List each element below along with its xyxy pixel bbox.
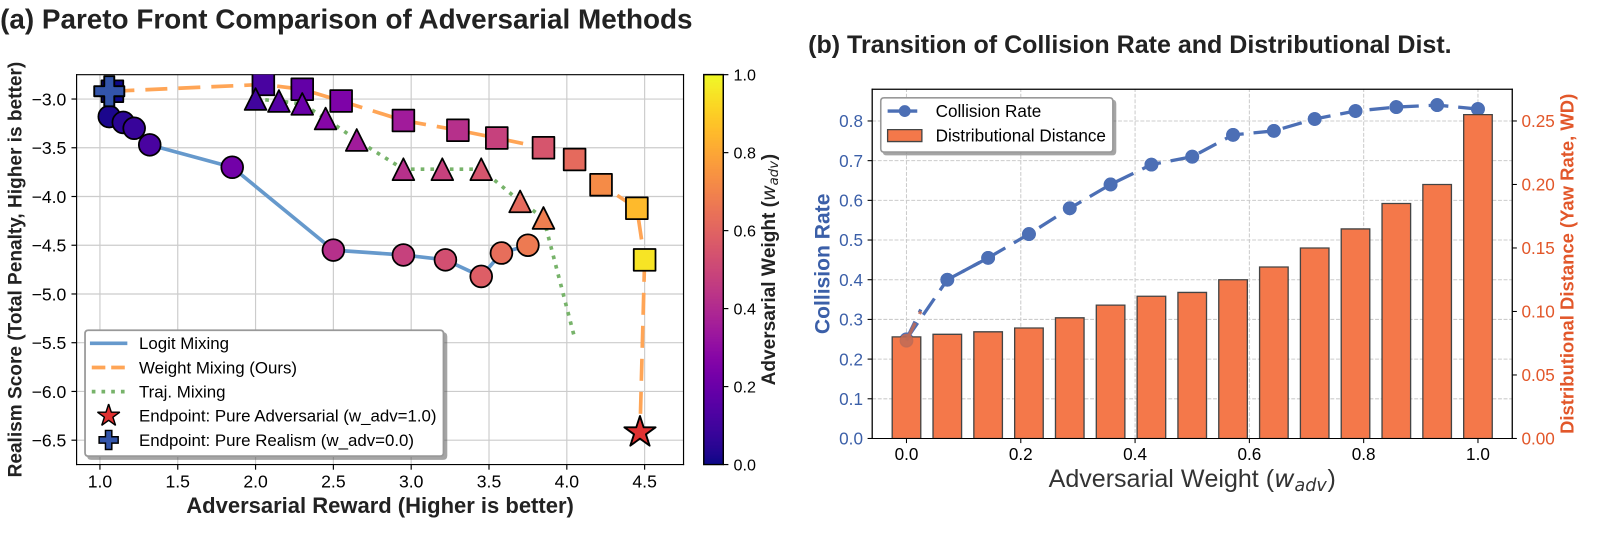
svg-text:0.4: 0.4 bbox=[839, 270, 863, 290]
svg-text:Distributional Distance: Distributional Distance bbox=[936, 126, 1106, 146]
svg-text:Logit Mixing: Logit Mixing bbox=[139, 334, 229, 353]
svg-text:−5.5: −5.5 bbox=[32, 333, 67, 353]
svg-text:0.6: 0.6 bbox=[734, 222, 756, 240]
svg-text:−3.0: −3.0 bbox=[32, 89, 67, 109]
svg-text:0.2: 0.2 bbox=[1009, 444, 1033, 464]
svg-text:0.00: 0.00 bbox=[1521, 429, 1554, 449]
svg-text:0.0: 0.0 bbox=[839, 429, 863, 449]
svg-text:4.5: 4.5 bbox=[632, 472, 657, 492]
svg-text:1.0: 1.0 bbox=[88, 472, 113, 492]
svg-text:A d v e: A d v e r s a r i a l W e i g h t ( ) w … bbox=[754, 147, 783, 385]
svg-text:0.20: 0.20 bbox=[1521, 175, 1554, 195]
svg-text:(b) Transition of Collision Ra: (b) Transition of Collision Rate and Dis… bbox=[808, 31, 1451, 59]
svg-text:Weight Mixing (Ours): Weight Mixing (Ours) bbox=[139, 358, 297, 377]
svg-text:0.5: 0.5 bbox=[839, 230, 863, 250]
svg-text:0.8: 0.8 bbox=[1352, 444, 1376, 464]
svg-text:Traj. Mixing: Traj. Mixing bbox=[139, 383, 225, 402]
svg-text:0.6: 0.6 bbox=[839, 191, 863, 211]
svg-text:Realism Score (Total Penalty,: Realism Score (Total Penalty, Higher is … bbox=[6, 62, 27, 478]
svg-text:2.0: 2.0 bbox=[243, 472, 268, 492]
svg-text:Distributional Distance (Yaw R: Distributional Distance (Yaw Rate, WD) bbox=[1556, 94, 1577, 434]
svg-text:0.8: 0.8 bbox=[734, 144, 756, 162]
svg-text:0.4: 0.4 bbox=[734, 300, 756, 318]
svg-text:0.15: 0.15 bbox=[1521, 238, 1554, 258]
svg-text:0.3: 0.3 bbox=[839, 310, 863, 330]
svg-text:0.7: 0.7 bbox=[839, 151, 863, 171]
svg-text:1.5: 1.5 bbox=[166, 472, 191, 492]
svg-text:0.4: 0.4 bbox=[1123, 444, 1147, 464]
svg-text:0.0: 0.0 bbox=[895, 444, 919, 464]
svg-text:Adversarial Reward (Higher is: Adversarial Reward (Higher is better) bbox=[186, 493, 574, 518]
svg-text:−4.0: −4.0 bbox=[32, 187, 67, 207]
svg-text:0.05: 0.05 bbox=[1521, 365, 1554, 385]
svg-text:0.2: 0.2 bbox=[734, 378, 756, 396]
svg-text:2.5: 2.5 bbox=[321, 472, 346, 492]
svg-text:0.1: 0.1 bbox=[839, 389, 863, 409]
svg-text:0.10: 0.10 bbox=[1521, 302, 1554, 322]
svg-text:0.8: 0.8 bbox=[839, 111, 863, 131]
svg-text:1.0: 1.0 bbox=[1466, 444, 1490, 464]
svg-text:−6.0: −6.0 bbox=[32, 382, 67, 402]
svg-text:3.5: 3.5 bbox=[477, 472, 502, 492]
svg-text:0.0: 0.0 bbox=[734, 456, 756, 474]
svg-text:0.6: 0.6 bbox=[1237, 444, 1261, 464]
svg-text:Collision Rate: Collision Rate bbox=[936, 101, 1042, 121]
svg-text:Collision Rate: Collision Rate bbox=[812, 194, 835, 335]
svg-text:1.0: 1.0 bbox=[734, 67, 756, 85]
svg-text:0.25: 0.25 bbox=[1521, 111, 1554, 131]
svg-text:−5.0: −5.0 bbox=[32, 284, 67, 304]
svg-text:−3.5: −3.5 bbox=[32, 138, 67, 158]
svg-text:0.2: 0.2 bbox=[839, 349, 863, 369]
svg-text:−6.5: −6.5 bbox=[32, 431, 67, 451]
svg-text:Endpoint: Pure Adversarial (w_: Endpoint: Pure Adversarial (w_adv=1.0) bbox=[139, 407, 437, 426]
svg-text:A d v e: A d v e r s a r i a l W e i g h t ( ) w … bbox=[1049, 464, 1342, 496]
svg-text:3.0: 3.0 bbox=[399, 472, 424, 492]
svg-text:4.0: 4.0 bbox=[555, 472, 580, 492]
svg-text:(a) Pareto Front Comparison of: (a) Pareto Front Comparison of Adversari… bbox=[0, 3, 692, 34]
svg-text:−4.5: −4.5 bbox=[32, 236, 67, 256]
svg-text:Endpoint: Pure Realism (w_adv=: Endpoint: Pure Realism (w_adv=0.0) bbox=[139, 431, 414, 450]
